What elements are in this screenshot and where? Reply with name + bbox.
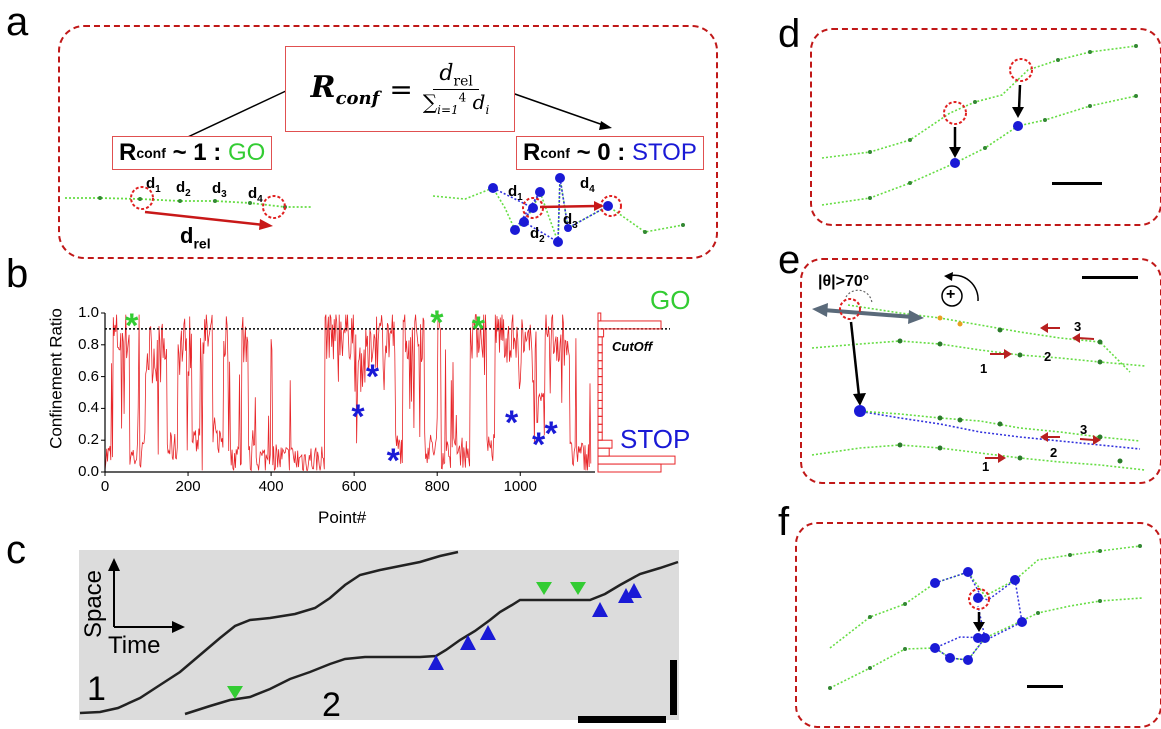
panel-label-d: d bbox=[778, 12, 801, 56]
angle-threshold-label: |θ|>70° bbox=[818, 273, 870, 290]
lower-step-1: 1 bbox=[982, 459, 990, 474]
track-2-label: 2 bbox=[322, 686, 341, 724]
kymograph bbox=[79, 550, 679, 720]
go-d3-label: d3 bbox=[212, 180, 227, 200]
y-tick-label: 0.6 bbox=[78, 367, 99, 385]
panel-label-b: b bbox=[6, 252, 29, 296]
confinement-ratio-formula: Rconf = drel ∑i=14 di bbox=[285, 46, 515, 132]
formula-fraction: drel ∑i=14 di bbox=[423, 61, 489, 117]
panel-label-f: f bbox=[778, 500, 790, 544]
y-tick-label: 0.8 bbox=[78, 335, 99, 353]
go-event-star: * bbox=[125, 306, 139, 345]
lower-step-3: 3 bbox=[1080, 422, 1088, 437]
x-axis-label: Point# bbox=[318, 508, 367, 527]
formula-denominator: ∑i=14 di bbox=[422, 90, 490, 118]
stop-label: STOP bbox=[620, 424, 691, 454]
stop-event-star: * bbox=[532, 426, 546, 465]
go-d2-label: d2 bbox=[176, 179, 191, 199]
y-tick-label: 0.4 bbox=[78, 399, 99, 417]
go-label: GO bbox=[650, 285, 691, 315]
formula-lhs: Rconf bbox=[310, 69, 380, 109]
go-d4-label: d4 bbox=[248, 185, 263, 205]
time-axis-label: Time bbox=[108, 632, 161, 659]
y-tick-label: 0.2 bbox=[78, 431, 99, 449]
panel-label-e: e bbox=[778, 238, 801, 282]
stop-event-star: * bbox=[351, 397, 365, 436]
stop-event-star: * bbox=[505, 403, 519, 442]
stop-event-star: * bbox=[365, 357, 380, 396]
stop-event-star: * bbox=[386, 442, 400, 481]
x-tick-label: 200 bbox=[175, 478, 201, 495]
formula-numerator: drel bbox=[433, 61, 479, 91]
x-tick-label: 600 bbox=[341, 478, 367, 495]
x-tick-label: 1000 bbox=[503, 478, 537, 495]
panel-label-a: a bbox=[6, 0, 29, 44]
histogram-bar bbox=[597, 463, 662, 473]
stop-d2-label: d2 bbox=[530, 225, 545, 245]
stop-d4-label: d4 bbox=[580, 175, 595, 195]
ratio-trace-path bbox=[104, 314, 592, 472]
ratio-trace bbox=[104, 314, 592, 472]
x-tick-label: 400 bbox=[258, 478, 284, 495]
go-d1-label: d1 bbox=[146, 175, 161, 195]
stop-d1-label: d1 bbox=[508, 183, 523, 203]
panel-a-frame bbox=[58, 25, 718, 259]
stop-event-star: * bbox=[544, 415, 558, 454]
rotation-sign: + bbox=[946, 286, 956, 303]
track-1-label: 1 bbox=[87, 670, 106, 708]
upper-step-3: 3 bbox=[1074, 319, 1082, 334]
stop-d3-label: d3 bbox=[563, 211, 578, 231]
upper-step-2: 2 bbox=[1044, 349, 1052, 364]
cutoff-label: CutOff bbox=[612, 339, 653, 354]
lower-step-2: 2 bbox=[1050, 445, 1058, 460]
histogram-bar bbox=[597, 320, 662, 330]
go-event-star: * bbox=[430, 303, 444, 342]
ratio-histogram bbox=[597, 312, 676, 473]
formula-equals: = bbox=[389, 72, 413, 106]
y-tick-label: 0.0 bbox=[78, 463, 99, 480]
x-tick-label: 800 bbox=[424, 478, 450, 495]
go-drel-label: drel bbox=[180, 223, 211, 252]
y-tick-label: 1.0 bbox=[78, 304, 99, 321]
panel-label-c: c bbox=[6, 528, 26, 572]
go-event-star: * bbox=[471, 310, 486, 349]
upper-step-1: 1 bbox=[980, 361, 988, 376]
x-tick-label: 0 bbox=[100, 478, 110, 495]
